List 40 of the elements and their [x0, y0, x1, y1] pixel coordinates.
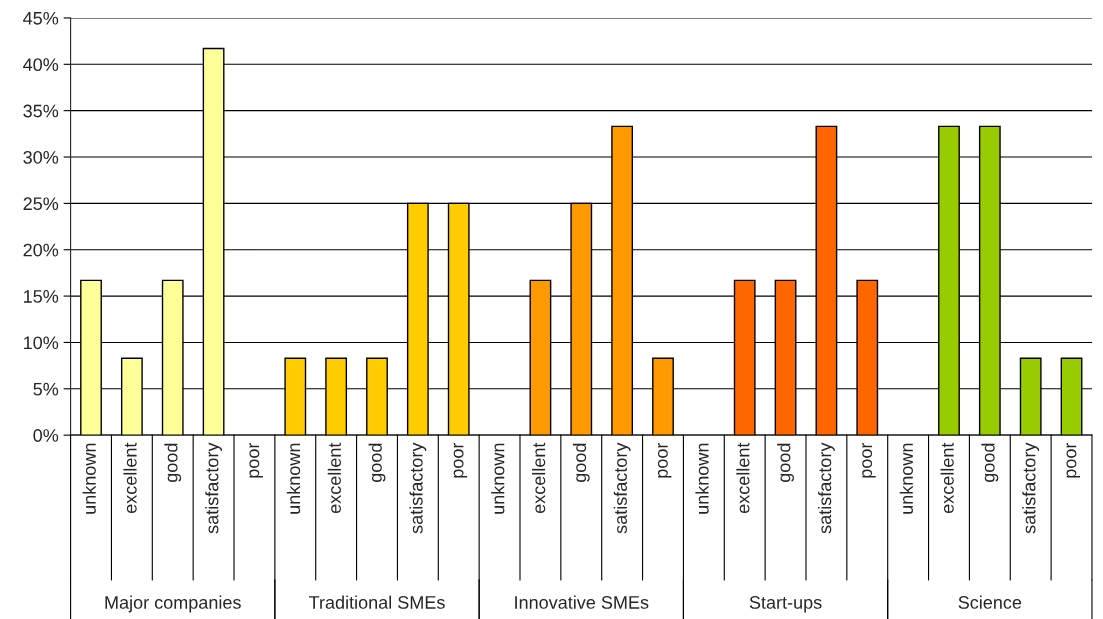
- x-tick-label: excellent: [123, 442, 137, 514]
- x-tick-label: unknown: [286, 443, 301, 514]
- x-tick-label: satisfactory: [409, 442, 427, 534]
- x-tick-label: good: [572, 443, 590, 482]
- x-tick-label: satisfactory: [1022, 442, 1040, 534]
- y-tick-label: 45%: [23, 11, 59, 25]
- x-tick-label: good: [164, 443, 182, 482]
- x-tick-label: poor: [657, 442, 672, 478]
- x-tick-label: unknown: [899, 443, 913, 514]
- y-tick-label: 10%: [24, 336, 59, 350]
- y-tick-label: 15%: [24, 290, 59, 303]
- x-tick-label: poor: [1066, 442, 1080, 478]
- x-tick-label: good: [777, 443, 794, 482]
- x-tick-label: poor: [862, 442, 876, 478]
- x-tick-label: satisfactory: [205, 442, 222, 534]
- x-tick-label: satisfactory: [613, 442, 631, 534]
- y-tick-label: 35%: [23, 104, 59, 118]
- text: Traditional SMEs: [309, 595, 445, 609]
- x-tick-label: poor: [453, 442, 468, 478]
- text: Innovative SMEs: [515, 595, 649, 609]
- text: Start-ups: [749, 596, 822, 613]
- x-tick-label: good: [981, 443, 999, 482]
- x-tick-label: satisfactory: [818, 442, 835, 534]
- x-tick-label: excellent: [532, 442, 546, 514]
- y-tick-label: 20%: [23, 243, 59, 257]
- text: Science: [958, 595, 1022, 609]
- y-tick-label: 40%: [23, 58, 59, 72]
- x-tick-label: good: [368, 443, 386, 482]
- y-tick-label: 25%: [23, 197, 59, 211]
- x-tick-label: unknown: [695, 443, 709, 514]
- x-tick-label: excellent: [327, 442, 341, 514]
- y-tick-label: 5%: [33, 382, 59, 396]
- y-tick-label: 0%: [33, 429, 59, 442]
- x-tick-label: unknown: [82, 443, 96, 514]
- x-tick-label: unknown: [491, 443, 505, 514]
- x-tick-label: excellent: [736, 442, 750, 514]
- text: Major companies: [105, 595, 241, 613]
- y-tick-label: 30%: [23, 150, 59, 164]
- x-tick-label: poor: [249, 442, 263, 478]
- x-tick-label: excellent: [940, 442, 954, 514]
